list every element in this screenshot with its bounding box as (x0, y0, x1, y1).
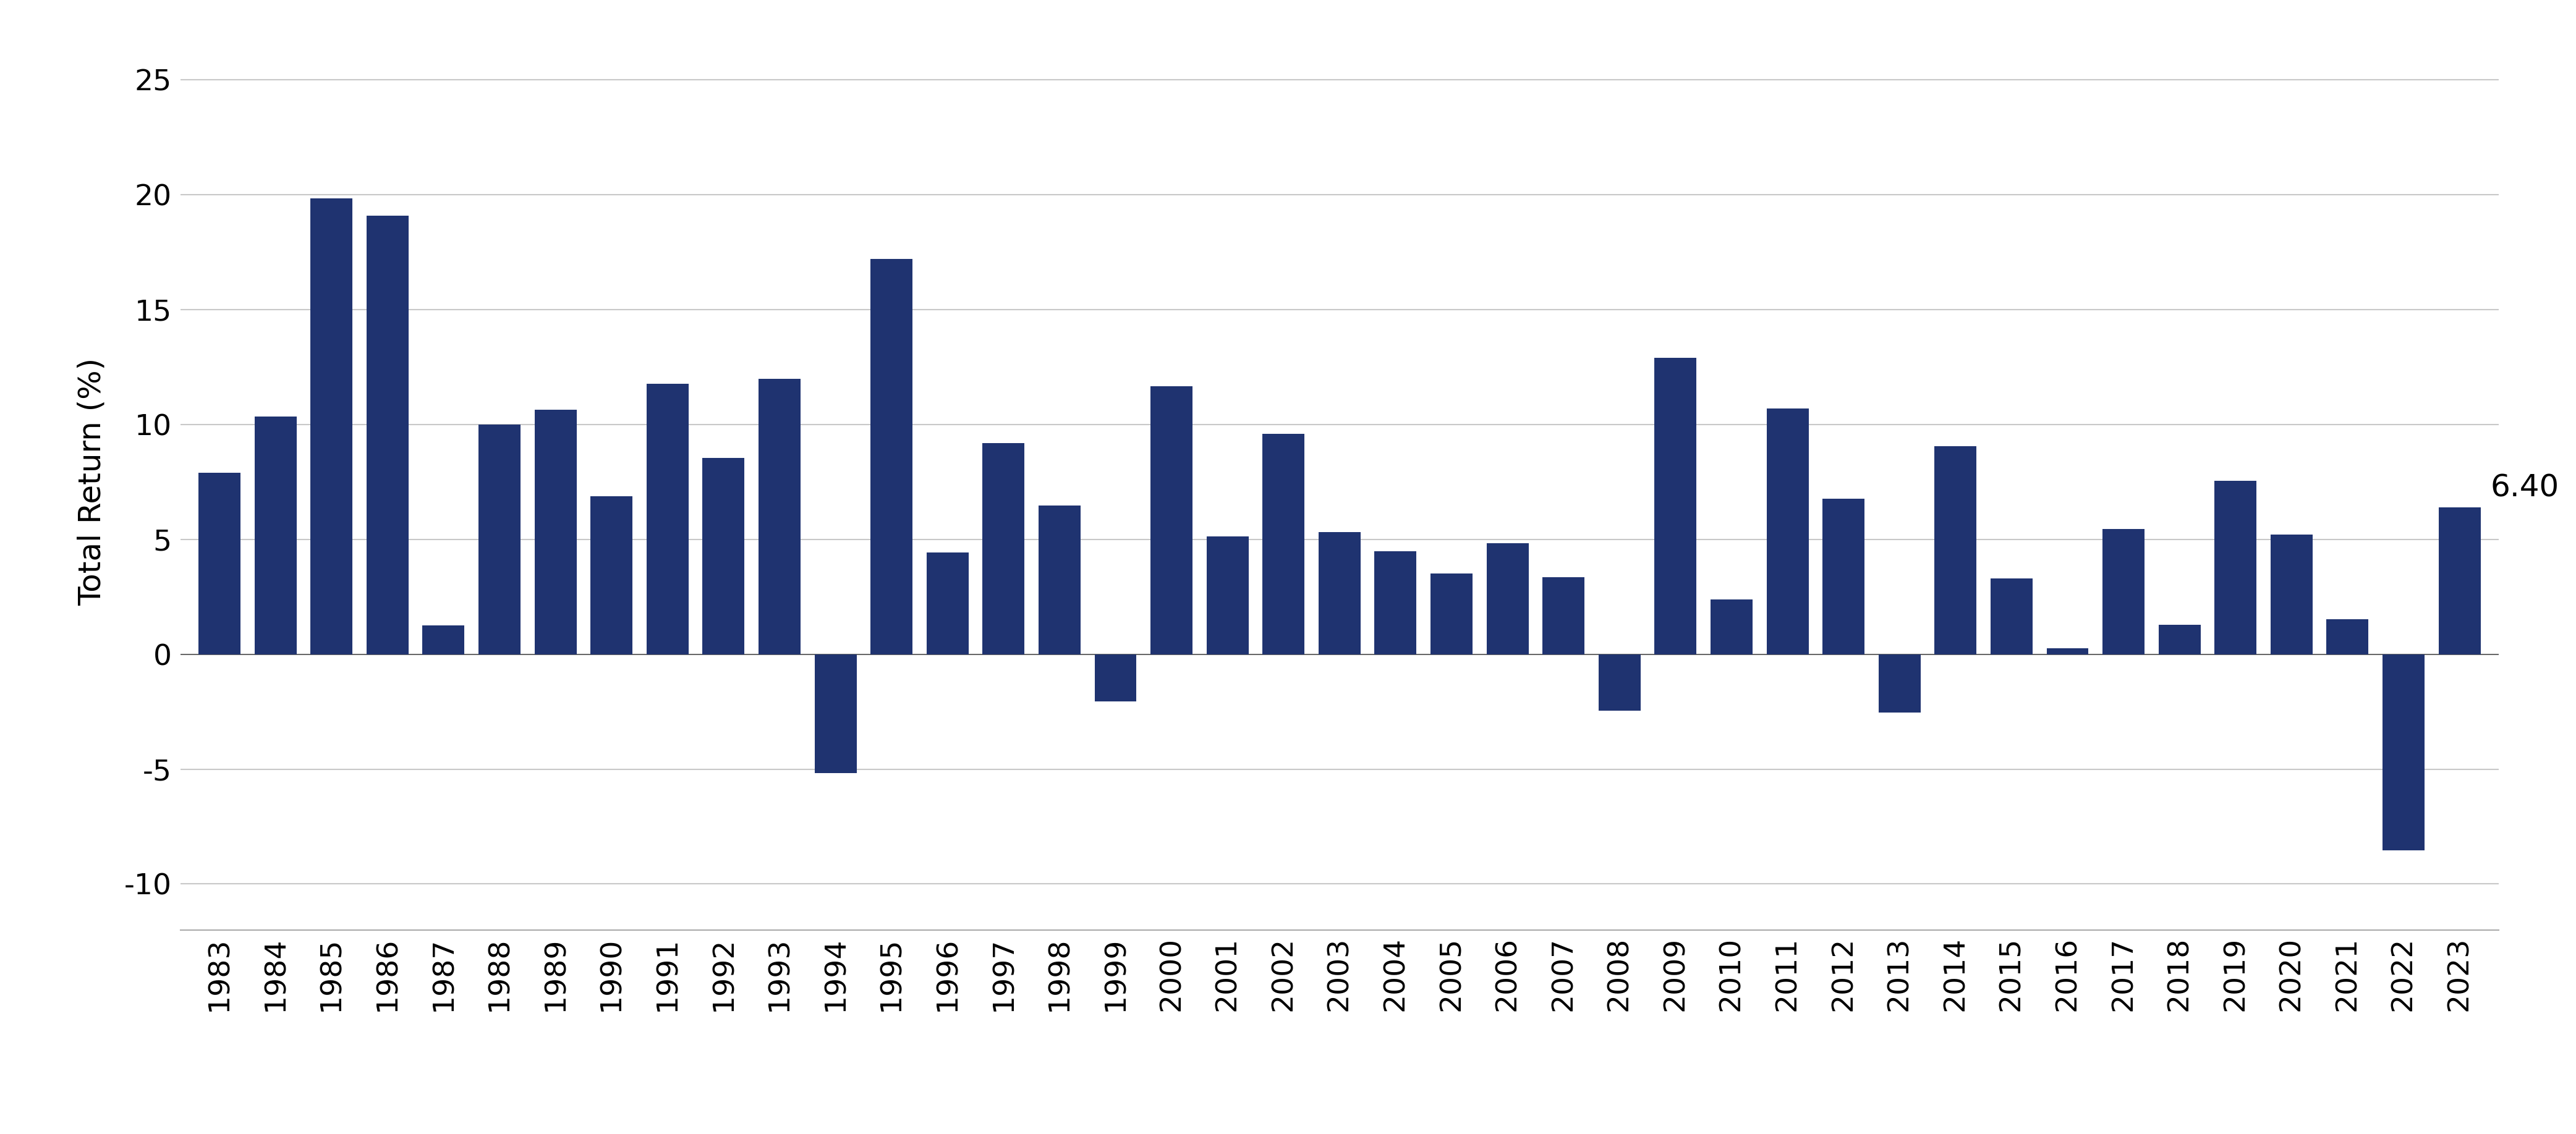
Bar (1878, 654, 1922, 713)
Bar (1319, 532, 1360, 654)
Bar (703, 458, 744, 654)
Y-axis label: Total Return (%): Total Return (%) (77, 358, 108, 606)
Bar (536, 409, 577, 654)
Bar (1151, 386, 1193, 654)
Bar (1991, 578, 2032, 654)
Bar (1767, 408, 1808, 654)
Bar (2045, 649, 2089, 654)
Bar (1038, 506, 1079, 654)
Bar (1262, 433, 1303, 654)
Bar (757, 379, 801, 654)
Bar (590, 496, 634, 654)
Bar (1935, 447, 1976, 654)
Text: 6.40: 6.40 (2491, 473, 2558, 502)
Bar (422, 626, 464, 654)
Bar (1095, 654, 1136, 702)
Bar (1710, 600, 1752, 654)
Bar (871, 259, 912, 654)
Bar (2383, 654, 2424, 850)
Bar (1821, 499, 1865, 654)
Bar (1600, 654, 1641, 711)
Bar (1654, 357, 1698, 654)
Bar (1376, 551, 1417, 654)
Bar (366, 215, 410, 654)
Bar (2269, 534, 2313, 654)
Bar (2439, 507, 2481, 654)
Bar (479, 424, 520, 654)
Bar (1543, 577, 1584, 654)
Bar (312, 198, 353, 654)
Bar (255, 416, 296, 654)
Bar (2326, 619, 2367, 654)
Bar (2159, 625, 2200, 654)
Bar (1206, 536, 1249, 654)
Bar (2102, 530, 2143, 654)
Bar (647, 383, 688, 654)
Bar (1486, 543, 1528, 654)
Bar (981, 443, 1025, 654)
Bar (814, 654, 855, 773)
Bar (1430, 574, 1473, 654)
Bar (198, 473, 240, 654)
Bar (927, 552, 969, 654)
Bar (2215, 481, 2257, 654)
